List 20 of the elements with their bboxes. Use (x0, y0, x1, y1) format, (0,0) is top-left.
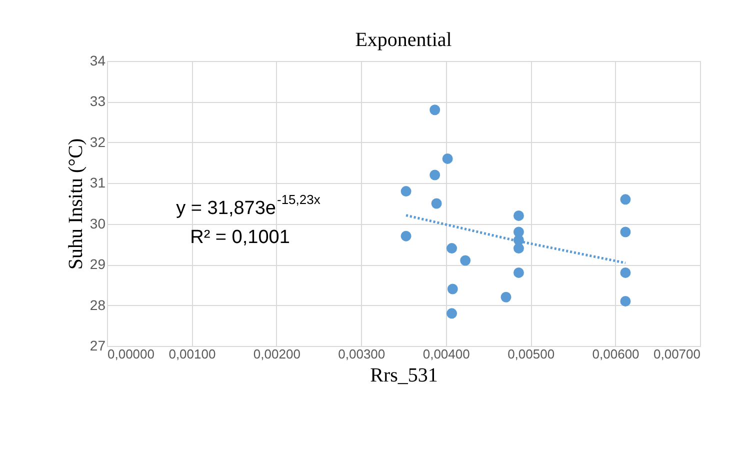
y-tick-label: 34 (90, 52, 106, 68)
y-tick-label: 27 (90, 338, 106, 354)
x-tick-label: 0,00500 (508, 346, 555, 362)
x-tick-label: 0,00100 (168, 346, 216, 362)
y-tick-label: 31 (90, 174, 106, 191)
y-tick-label: 30 (90, 215, 106, 232)
x-axis-title: Rrs_531 (370, 364, 438, 386)
x-tick-label: 0,00200 (253, 346, 300, 362)
y-tick-label: 28 (90, 296, 106, 313)
x-tick-label: 0,00600 (592, 346, 640, 362)
annotation: R² = 0,1001 (190, 227, 290, 248)
y-tick-label: 29 (90, 256, 106, 272)
y-axis-title: Suhu Insitu (°C) (64, 138, 87, 270)
x-tick-label: 0,00000 (108, 346, 154, 362)
chart-title: Exponential (355, 29, 452, 51)
y-tick-label: 32 (90, 134, 106, 150)
x-tick-label: 0,00700 (654, 346, 700, 362)
x-tick-label: 0,00400 (422, 346, 470, 362)
x-tick-label: 0,00300 (338, 346, 386, 362)
y-tick-label: 33 (90, 93, 106, 110)
